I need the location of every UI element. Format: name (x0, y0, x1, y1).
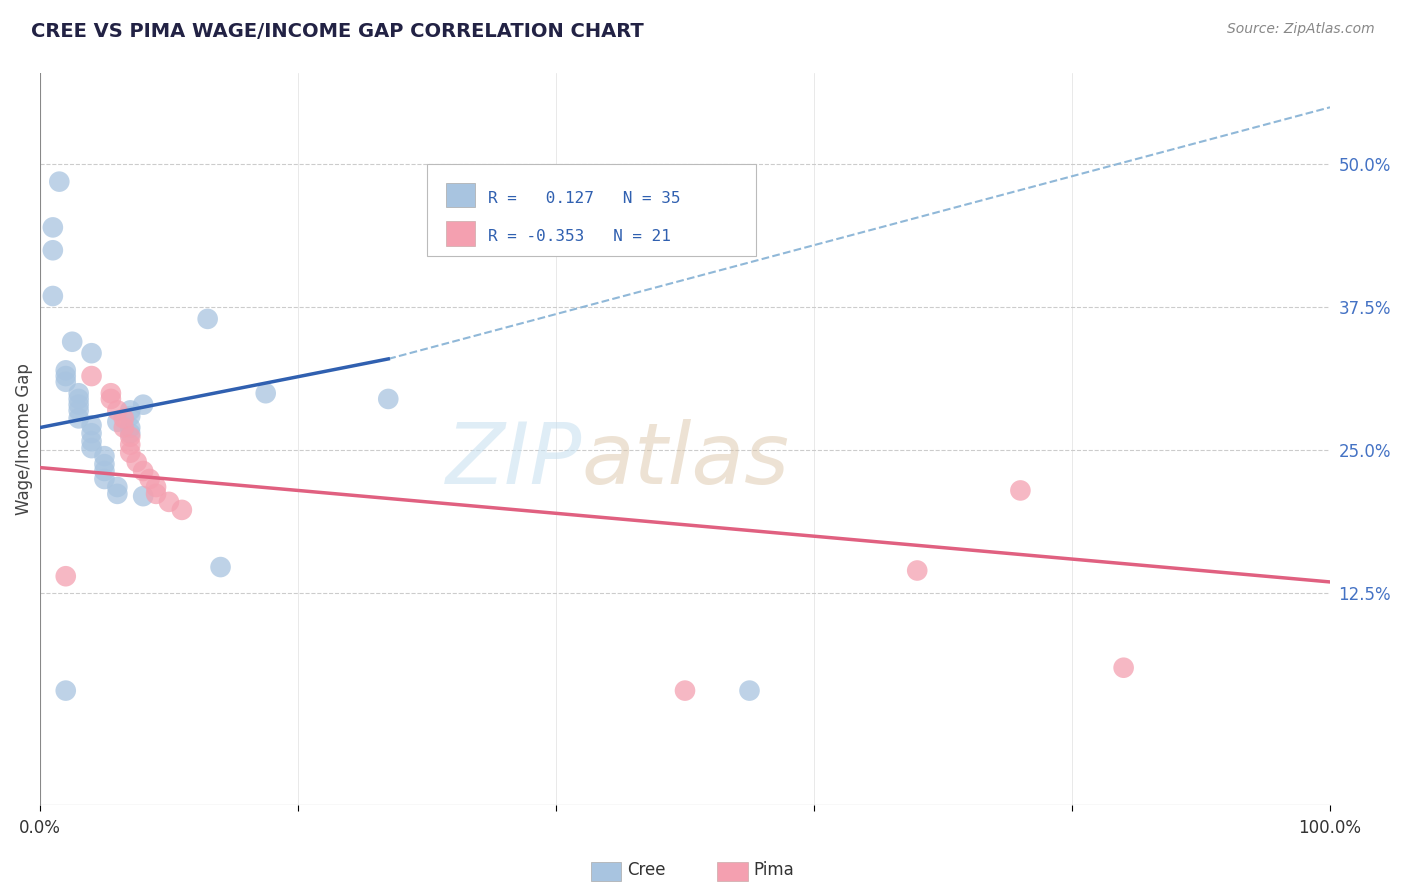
Point (80, 441, 103, 455)
Point (55, 369, 77, 384)
Point (120, 430, 142, 444)
Point (100, 392, 122, 406)
Point (105, 480, 128, 494)
Point (673, 683, 696, 698)
Point (112, 420, 135, 434)
Point (80, 418, 103, 433)
Text: Cree: Cree (627, 861, 665, 879)
Point (120, 420, 142, 434)
Point (254, 386, 277, 401)
Text: R =   0.127   N = 35: R = 0.127 N = 35 (488, 191, 681, 205)
Point (67, 403, 90, 417)
Point (67, 411, 90, 425)
Point (1010, 483, 1032, 498)
Point (132, 464, 155, 478)
FancyBboxPatch shape (427, 164, 756, 256)
Point (55, 683, 77, 698)
Point (67, 398, 90, 412)
Point (138, 472, 160, 486)
Point (197, 311, 219, 326)
Point (132, 489, 155, 503)
Text: Pima: Pima (754, 861, 794, 879)
Point (48, 175, 70, 189)
FancyBboxPatch shape (446, 221, 475, 245)
Y-axis label: Wage/Income Gap: Wage/Income Gap (15, 363, 32, 515)
Point (80, 346, 103, 360)
Point (80, 369, 103, 384)
Point (120, 403, 142, 417)
Point (60, 334, 83, 349)
Point (120, 446, 142, 460)
Point (42, 289, 65, 303)
FancyBboxPatch shape (446, 183, 475, 207)
Point (738, 683, 761, 698)
Point (132, 398, 155, 412)
Point (105, 487, 128, 501)
Point (112, 411, 135, 425)
Point (42, 220, 65, 235)
Point (100, 386, 122, 401)
Text: CREE VS PIMA WAGE/INCOME GAP CORRELATION CHART: CREE VS PIMA WAGE/INCOME GAP CORRELATION… (31, 22, 644, 41)
Text: ZIP: ZIP (446, 419, 582, 502)
Point (55, 569, 77, 583)
Point (93, 457, 115, 471)
Point (42, 244, 65, 258)
Point (1112, 661, 1135, 675)
Point (55, 363, 77, 377)
Text: atlas: atlas (582, 419, 790, 502)
Point (377, 392, 399, 406)
Point (125, 455, 148, 469)
Text: Source: ZipAtlas.com: Source: ZipAtlas.com (1227, 22, 1375, 37)
Point (93, 464, 115, 478)
Point (170, 503, 193, 517)
Point (120, 438, 142, 452)
Point (55, 375, 77, 389)
Point (145, 480, 167, 494)
Text: R = -0.353   N = 21: R = -0.353 N = 21 (488, 229, 671, 244)
Point (120, 409, 142, 423)
Point (105, 415, 128, 429)
Point (93, 472, 115, 486)
Point (80, 434, 103, 449)
Point (120, 426, 142, 441)
Point (93, 449, 115, 463)
Point (67, 386, 90, 401)
Point (67, 392, 90, 406)
Point (157, 495, 180, 509)
Point (105, 403, 128, 417)
Point (145, 487, 167, 501)
Point (209, 560, 232, 574)
Point (905, 564, 928, 578)
Point (80, 426, 103, 441)
